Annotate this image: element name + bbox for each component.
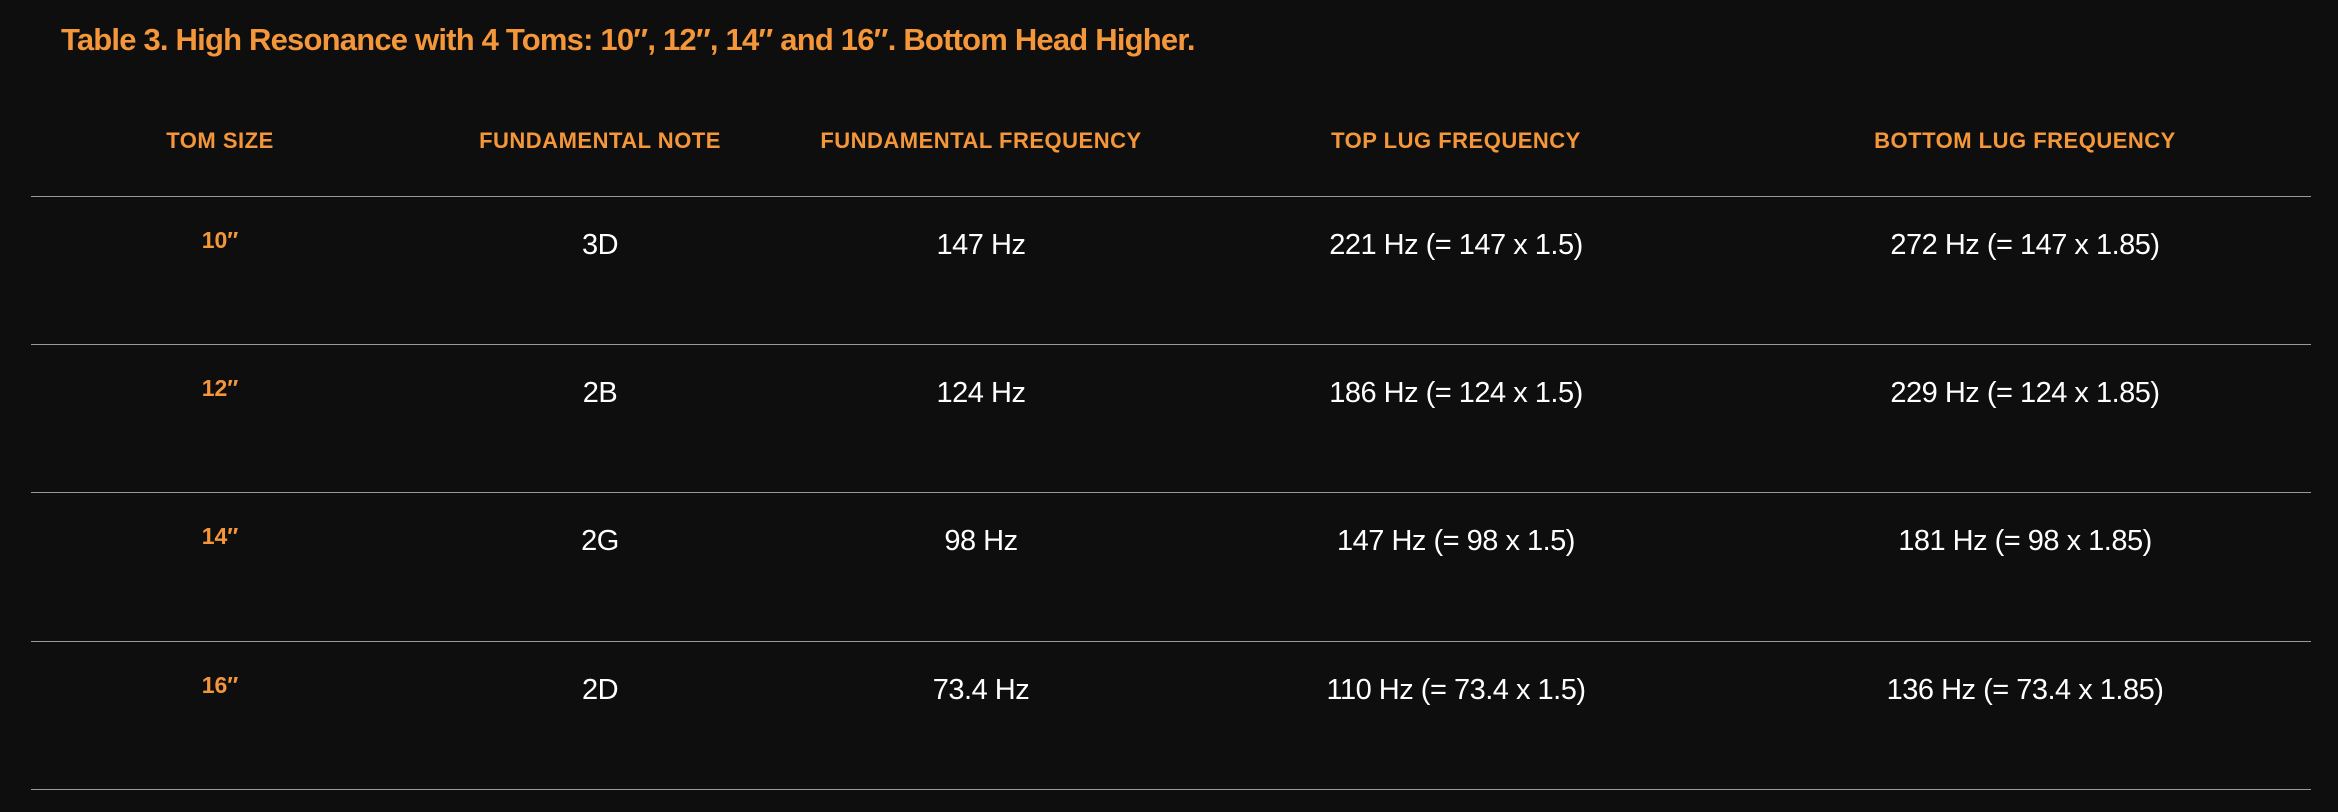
bottom-lug-frequency-cell: 229 Hz (= 124 x 1.85) (1890, 377, 2160, 409)
top-lug-frequency-cell: 186 Hz (= 124 x 1.5) (1329, 377, 1583, 409)
fundamental-frequency-cell: 98 Hz (944, 525, 1018, 557)
fundamental-frequency-cell: 124 Hz (936, 377, 1026, 409)
fundamental-note-cell: 2B (582, 377, 618, 409)
column-header-fundamental-frequency: FUNDAMENTAL FREQUENCY (820, 128, 1142, 153)
column-header-top-lug-frequency: TOP LUG FREQUENCY (1331, 128, 1581, 153)
top-lug-frequency-cell: 110 Hz (= 73.4 x 1.5) (1326, 674, 1586, 706)
row-divider (31, 196, 2311, 197)
row-divider (31, 344, 2311, 345)
table-row: 12″ 2B 124 Hz 186 Hz (= 124 x 1.5) 229 H… (31, 345, 2311, 493)
row-divider (31, 641, 2311, 642)
bottom-lug-frequency-cell: 136 Hz (= 73.4 x 1.85) (1886, 674, 2164, 706)
bottom-lug-frequency-cell: 181 Hz (= 98 x 1.85) (1898, 525, 2152, 557)
top-lug-frequency-cell: 221 Hz (= 147 x 1.5) (1329, 229, 1583, 261)
column-header-bottom-lug-frequency: BOTTOM LUG FREQUENCY (1874, 128, 2176, 153)
tom-size-cell: 16″ (201, 672, 239, 698)
fundamental-note-cell: 2G (581, 525, 619, 557)
table-row: 10″ 3D 147 Hz 221 Hz (= 147 x 1.5) 272 H… (31, 197, 2311, 345)
tom-size-cell: 10″ (201, 227, 239, 253)
row-divider (31, 789, 2311, 790)
bottom-lug-frequency-cell: 272 Hz (= 147 x 1.85) (1890, 229, 2160, 261)
table-title: Table 3. High Resonance with 4 Toms: 10″… (61, 22, 1196, 57)
tom-size-cell: 14″ (201, 523, 239, 549)
fundamental-note-cell: 2D (581, 674, 619, 706)
column-header-fundamental-note: FUNDAMENTAL NOTE (479, 128, 721, 153)
fundamental-note-cell: 3D (581, 229, 619, 261)
fundamental-frequency-cell: 73.4 Hz (932, 674, 1030, 706)
table-row: 16″ 2D 73.4 Hz 110 Hz (= 73.4 x 1.5) 136… (31, 642, 2311, 790)
table-header: TOM SIZE FUNDAMENTAL NOTE FUNDAMENTAL FR… (31, 128, 2311, 168)
column-header-tom-size: TOM SIZE (166, 128, 274, 153)
top-lug-frequency-cell: 147 Hz (= 98 x 1.5) (1337, 525, 1575, 557)
fundamental-frequency-cell: 147 Hz (936, 229, 1026, 261)
tom-size-cell: 12″ (201, 375, 239, 401)
row-divider (31, 492, 2311, 493)
table-row: 14″ 2G 98 Hz 147 Hz (= 98 x 1.5) 181 Hz … (31, 493, 2311, 641)
